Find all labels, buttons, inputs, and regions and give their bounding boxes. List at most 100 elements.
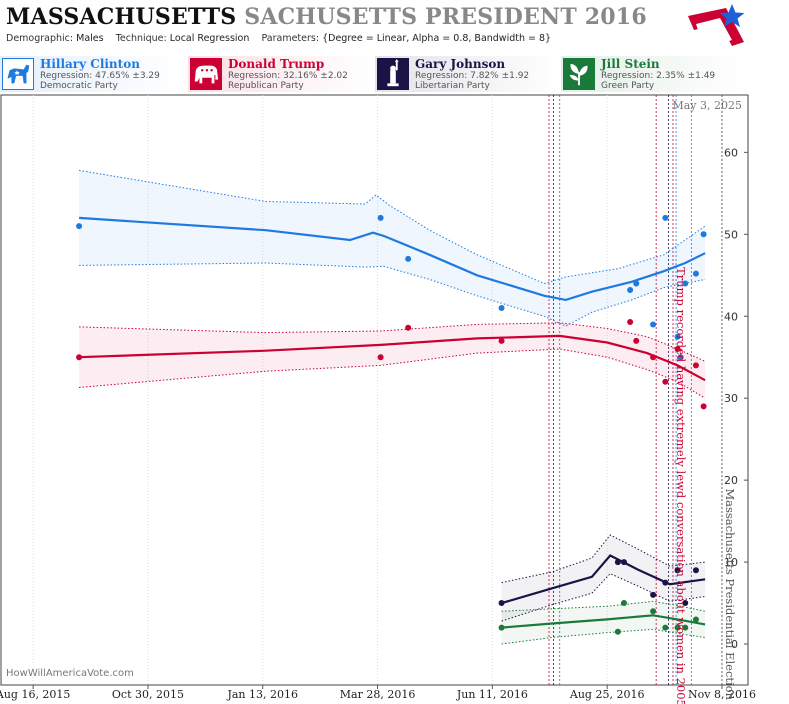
data-point-donald-trump [674, 346, 681, 353]
x-tick-label: Jun 11, 2016 [456, 688, 528, 701]
parameters-label: Parameters: [261, 33, 320, 44]
candidate-regression: Regression: 47.65% ±3.29 [40, 71, 160, 81]
donkey-icon [2, 58, 34, 90]
star-logo-icon [688, 4, 745, 46]
x-tick-label: Aug 16, 2015 [0, 688, 70, 701]
data-point-hillary-clinton [700, 231, 707, 238]
x-tick-label: Aug 25, 2016 [569, 688, 645, 701]
candidate-party: Republican Party [228, 81, 304, 91]
lower-bound-hillary-clinton [79, 262, 706, 327]
candidate-party: Libertarian Party [415, 81, 490, 91]
legend-item-johnson: Gary Johnson Regression: 7.82% ±1.92 Lib… [375, 56, 560, 92]
upper-bound-gary-johnson [501, 534, 706, 584]
data-point-donald-trump [692, 362, 699, 369]
data-point-donald-trump [650, 354, 657, 361]
data-point-gary-johnson [682, 600, 689, 607]
trend-line-hillary-clinton [79, 216, 706, 302]
data-point-hillary-clinton [76, 223, 83, 230]
data-point-jill-stein [498, 624, 505, 631]
title-subtitle: SACHUSETTS PRESIDENT 2016 [244, 4, 647, 30]
data-point-donald-trump [405, 324, 412, 331]
candidate-name: Hillary Clinton [40, 57, 140, 71]
candidate-party: Democratic Party [40, 81, 118, 91]
liberty-icon [377, 58, 409, 90]
data-point-jill-stein [692, 616, 699, 623]
candidate-name: Donald Trump [228, 57, 325, 71]
y-tick-label: 40 [724, 310, 738, 323]
technique-label: Technique: [115, 33, 167, 44]
chart-title: MASSACHUSETTS SACHUSETTS PRESIDENT 2016 [6, 4, 647, 30]
legend-item-stein: Jill Stein Regression: 2.35% ±1.49 Green… [561, 56, 746, 92]
data-point-gary-johnson [650, 591, 657, 598]
title-state: MASSACHUSETTS [6, 4, 237, 30]
confidence-band-donald-trump [79, 322, 706, 399]
data-point-gary-johnson [614, 559, 621, 566]
demographic-value: Males [76, 33, 104, 44]
trend-line-jill-stein [501, 614, 706, 629]
data-point-hillary-clinton [633, 280, 640, 287]
data-point-donald-trump [627, 318, 634, 325]
data-point-gary-johnson [498, 600, 505, 607]
data-point-hillary-clinton [498, 305, 505, 312]
candidate-party: Green Party [601, 81, 655, 91]
data-point-hillary-clinton [650, 321, 657, 328]
data-point-donald-trump [76, 354, 83, 361]
data-point-hillary-clinton [692, 270, 699, 277]
data-point-hillary-clinton [674, 333, 681, 340]
site-watermark: HowWillAmericaVote.com [6, 668, 134, 679]
y-tick-label: 0 [731, 638, 738, 651]
candidate-regression: Regression: 7.82% ±1.92 [415, 71, 530, 81]
x-tick-label: Jan 13, 2016 [226, 688, 298, 701]
data-point-donald-trump [377, 354, 384, 361]
data-point-donald-trump [700, 403, 707, 410]
candidate-name: Jill Stein [601, 57, 660, 71]
data-point-jill-stein [650, 608, 657, 615]
data-point-hillary-clinton [682, 280, 689, 287]
trend-line-gary-johnson [501, 554, 706, 605]
candidate-name: Gary Johnson [415, 57, 506, 71]
legend-item-clinton: Hillary Clinton Regression: 47.65% ±3.29… [0, 56, 185, 92]
y-tick-label: 30 [724, 392, 738, 405]
date-stamp: May 3, 2025 [672, 99, 742, 112]
lower-bound-gary-johnson [501, 572, 706, 622]
data-point-gary-johnson [662, 579, 669, 586]
parameters-line: Demographic: Males Technique: Local Regr… [6, 33, 551, 44]
data-point-gary-johnson [674, 567, 681, 574]
data-point-donald-trump [633, 337, 640, 344]
data-point-jill-stein [682, 624, 689, 631]
parameters-value: {Degree = Linear, Alpha = 0.8, Bandwidth… [322, 33, 552, 44]
y-tick-label: 20 [724, 474, 738, 487]
y-tick-label: 50 [724, 228, 738, 241]
y-tick-label: 60 [724, 146, 738, 159]
data-point-hillary-clinton [627, 287, 634, 294]
data-point-jill-stein [662, 624, 669, 631]
y-tick-label: 10 [724, 556, 738, 569]
x-tick-label: Mar 28, 2016 [340, 688, 416, 701]
demographic-label: Demographic: [6, 33, 74, 44]
elephant-icon [190, 58, 222, 90]
plot-frame [0, 94, 749, 686]
leaf-icon [563, 58, 595, 90]
data-point-jill-stein [614, 628, 621, 635]
event-annotation: Massachusetts Presidential Election [723, 488, 737, 700]
trend-line-donald-trump [79, 334, 706, 382]
confidence-band-hillary-clinton [79, 170, 706, 327]
technique-value: Local Regression [169, 33, 250, 44]
data-point-hillary-clinton [377, 214, 384, 221]
data-point-donald-trump [498, 337, 505, 344]
data-point-jill-stein [674, 624, 681, 631]
x-tick-label: Oct 30, 2015 [112, 688, 184, 701]
data-point-jill-stein [621, 600, 628, 607]
data-point-hillary-clinton [677, 354, 684, 361]
chart-header: MASSACHUSETTS SACHUSETTS PRESIDENT 2016 … [0, 0, 789, 54]
event-annotation: Trump recorded having extremely lewd con… [674, 267, 688, 704]
data-point-gary-johnson [692, 567, 699, 574]
data-point-donald-trump [662, 378, 669, 385]
candidate-regression: Regression: 32.16% ±2.02 [228, 71, 348, 81]
data-point-gary-johnson [621, 559, 628, 566]
upper-bound-donald-trump [79, 322, 706, 362]
legend-item-trump: Donald Trump Regression: 32.16% ±2.02 Re… [188, 56, 373, 92]
lower-bound-jill-stein [501, 628, 706, 645]
upper-bound-jill-stein [501, 600, 706, 612]
